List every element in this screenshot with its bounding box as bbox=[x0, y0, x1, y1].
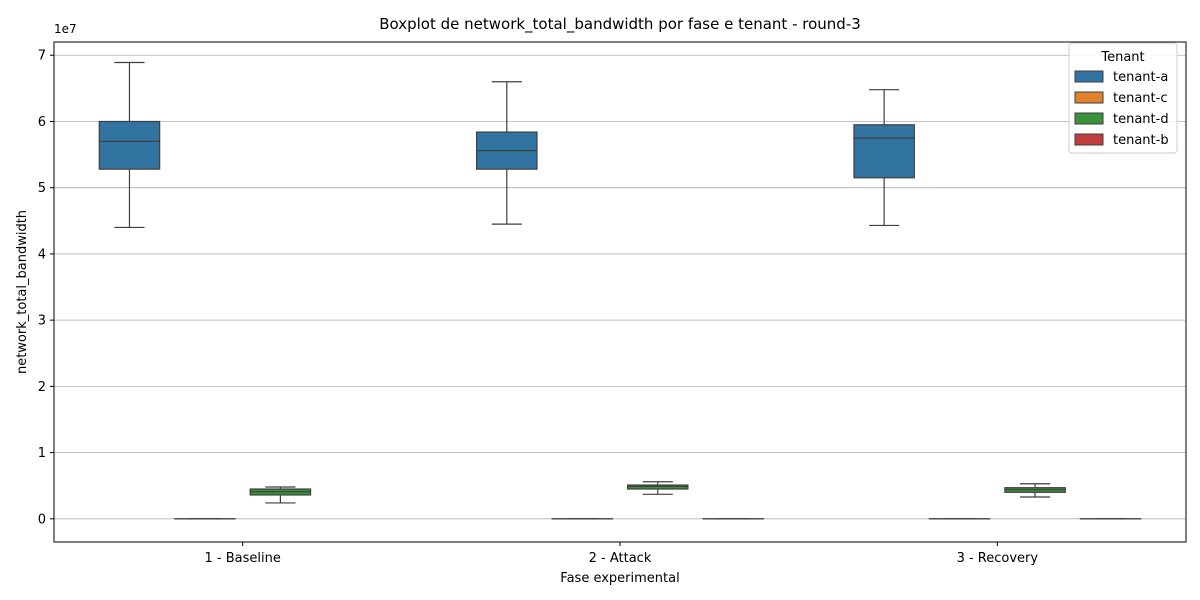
x-axis-label: Fase experimental bbox=[560, 571, 679, 586]
box-iqr bbox=[853, 124, 915, 179]
y-tick-label: 5 bbox=[38, 181, 46, 196]
legend-entry-tenant-b: tenant-b bbox=[1074, 133, 1169, 148]
legend: Tenant tenant-a tenant-c tenant-d tenant-b bbox=[1068, 42, 1178, 154]
y-ticks: 0 1 2 3 4 5 6 7 bbox=[38, 49, 54, 527]
legend-swatch bbox=[1074, 70, 1104, 83]
legend-label: tenant-b bbox=[1113, 133, 1169, 148]
y-tick-label: 2 bbox=[38, 380, 46, 395]
legend-entry-tenant-d: tenant-d bbox=[1074, 112, 1169, 127]
legend-entry-tenant-a: tenant-a bbox=[1074, 70, 1168, 85]
y-tick-label: 7 bbox=[38, 49, 46, 64]
legend-swatch bbox=[1074, 91, 1104, 104]
box-tenant-d-1 bbox=[249, 486, 312, 504]
legend-entries: tenant-a tenant-c tenant-d tenant-b bbox=[1074, 70, 1169, 148]
box-tenant-a-3 bbox=[853, 89, 915, 227]
box-iqr bbox=[98, 120, 161, 170]
y-tick-label: 1 bbox=[38, 446, 46, 461]
box-tenant-a-1 bbox=[98, 61, 161, 229]
y-axis-label: network_total_bandwidth bbox=[15, 210, 30, 374]
box-tenant-d-3 bbox=[1004, 483, 1066, 498]
y-tick-label: 0 bbox=[38, 512, 46, 527]
boxes-layer bbox=[98, 61, 1142, 520]
legend-label: tenant-d bbox=[1113, 112, 1169, 127]
x-ticks: 1 - Baseline 2 - Attack 3 - Recovery bbox=[204, 542, 1038, 566]
grid-lines bbox=[54, 54, 1186, 520]
legend-entry-tenant-c: tenant-c bbox=[1074, 91, 1167, 106]
chart-title: Boxplot de network_total_bandwidth por f… bbox=[379, 15, 861, 34]
x-tick-label: 3 - Recovery bbox=[957, 551, 1039, 566]
box-iqr bbox=[626, 484, 689, 490]
legend-title: Tenant bbox=[1100, 50, 1144, 65]
x-tick-label: 2 - Attack bbox=[589, 551, 652, 566]
y-axis-multiplier: 1e7 bbox=[54, 22, 77, 36]
box-tenant-d-2 bbox=[626, 481, 689, 495]
plot-frame bbox=[53, 41, 1187, 543]
legend-label: tenant-c bbox=[1113, 91, 1167, 106]
x-tick-label: 1 - Baseline bbox=[204, 551, 280, 566]
legend-swatch bbox=[1074, 112, 1104, 125]
y-tick-label: 6 bbox=[38, 115, 46, 130]
y-tick-label: 4 bbox=[38, 247, 46, 262]
box-tenant-a-2 bbox=[476, 81, 538, 225]
y-tick-label: 3 bbox=[38, 314, 46, 329]
legend-swatch bbox=[1074, 133, 1104, 146]
legend-label: tenant-a bbox=[1113, 70, 1168, 85]
